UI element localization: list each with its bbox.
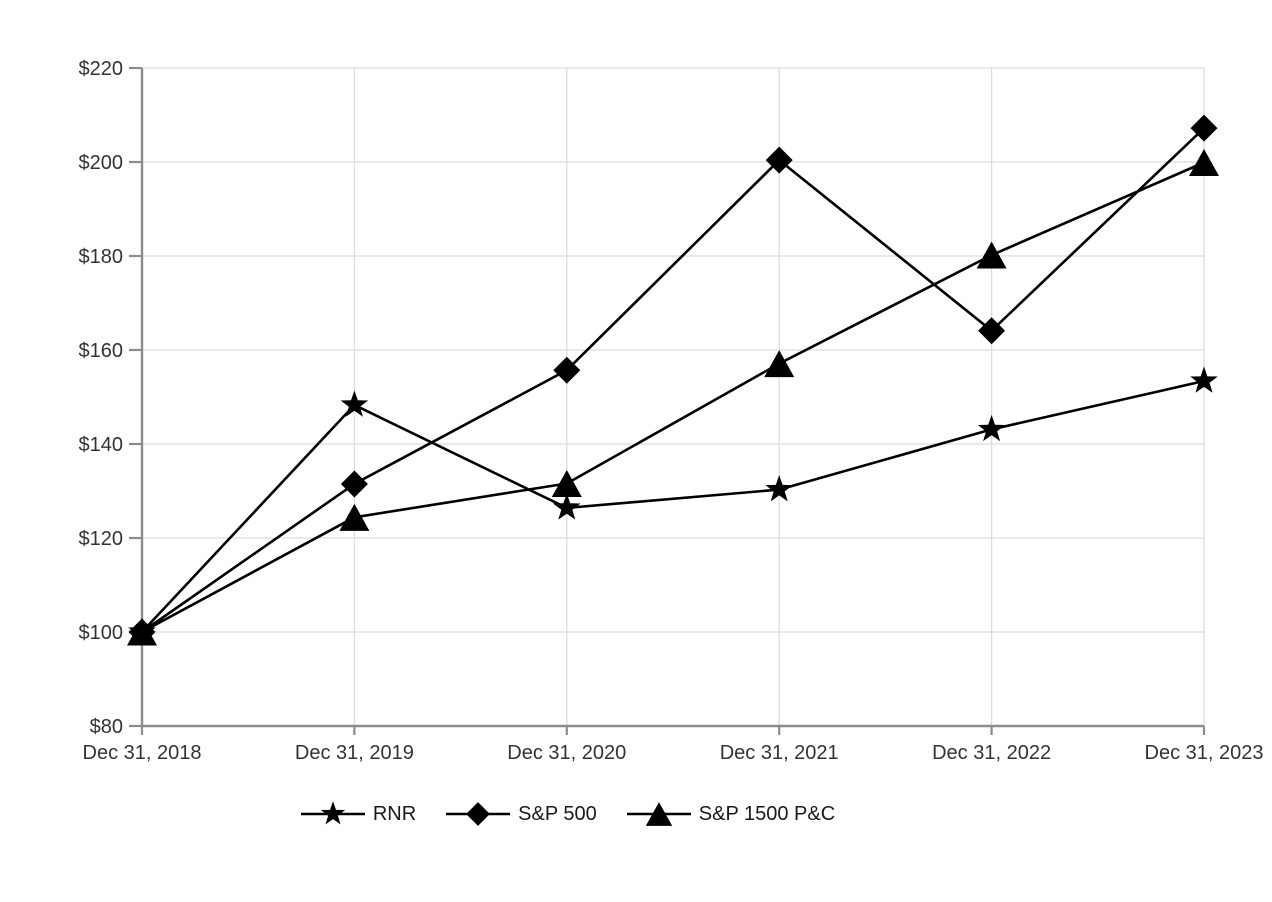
rnr-star-marker-icon <box>765 475 793 502</box>
series-line-rnr <box>140 379 1206 634</box>
legend-label: S&P 1500 P&C <box>698 802 836 825</box>
sandp-1500-pandc-triangle-marker-icon <box>127 618 157 646</box>
sandp-500-legend-diamond-icon <box>446 802 511 826</box>
series-line-sandp-500 <box>140 126 1206 634</box>
axes <box>129 66 1206 735</box>
legend-item-sandp-500: S&P 500 <box>446 796 597 832</box>
legend-item-sandp-1500-pandc: S&P 1500 P&C <box>626 796 836 832</box>
sandp-500-diamond-marker-icon <box>978 317 1006 345</box>
series-line-sandp-1500-pandc <box>140 161 1206 634</box>
x-axis-tick-label: Dec 31, 2023 <box>1145 742 1264 764</box>
rnr-star-marker-icon <box>977 414 1006 442</box>
rnr-star-marker-icon <box>553 493 581 520</box>
gridlines <box>142 67 1205 726</box>
y-axis-tick-label: $140 <box>79 434 124 456</box>
sandp-500-diamond-marker-icon <box>1190 114 1218 142</box>
series-sandp-1500-pandc <box>127 148 1219 646</box>
sandp-1500-pandc-triangle-marker-icon <box>764 350 795 378</box>
y-axis-tick-label: $180 <box>79 246 124 268</box>
y-axis-tick-label: $220 <box>79 58 124 80</box>
y-axis-tick-label: $200 <box>79 152 124 174</box>
chart-legend: RNR S&P 500 S&P 1500 P&C <box>0 796 1204 832</box>
sandp-500-diamond-marker-icon <box>340 470 368 498</box>
series-sandp-500 <box>128 114 1218 646</box>
sandp-1500-pandc-triangle-marker-icon <box>1189 148 1219 176</box>
y-axis-tick-label: $100 <box>79 622 124 644</box>
x-axis-tick-label: Dec 31, 2018 <box>83 742 202 764</box>
rnr-legend-star-icon <box>300 801 365 825</box>
legend-item-rnr: RNR <box>300 796 417 832</box>
sandp-500-diamond-marker-icon <box>553 356 581 384</box>
sandp-1500-pandc-legend-triangle-icon <box>626 802 691 826</box>
y-axis-tick-label: $160 <box>79 340 124 362</box>
y-axis-tick-label: $120 <box>79 528 124 550</box>
sandp-500-diamond-marker-icon <box>765 146 793 174</box>
x-axis-tick-label: Dec 31, 2020 <box>507 742 626 764</box>
x-axis-tick-label: Dec 31, 2021 <box>720 742 839 764</box>
y-axis-tick-label: $80 <box>90 716 123 738</box>
legend-label: S&P 500 <box>518 802 597 825</box>
sandp-1500-pandc-triangle-marker-icon <box>551 469 582 497</box>
rnr-star-marker-icon <box>340 390 369 417</box>
legend-label: RNR <box>372 802 417 825</box>
x-axis-tick-label: Dec 31, 2022 <box>932 742 1051 764</box>
x-axis-tick-label: Dec 31, 2019 <box>295 742 414 764</box>
series-rnr <box>128 366 1218 644</box>
sandp-1500-pandc-triangle-marker-icon <box>976 241 1007 269</box>
tick-labels: $80 $100 $120 $140 $160 $180 $200 $220 Dec 31, 2… <box>79 58 1264 764</box>
rnr-star-marker-icon <box>1190 366 1218 393</box>
sandp-1500-pandc-triangle-marker-icon <box>339 503 370 531</box>
